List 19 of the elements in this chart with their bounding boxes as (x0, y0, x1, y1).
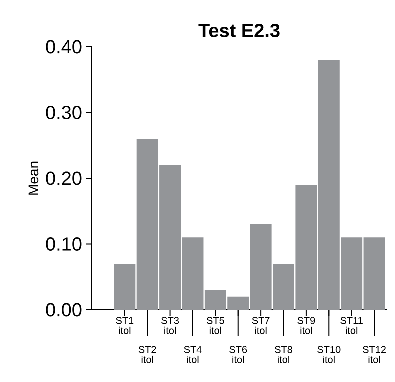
y-tick-label: 0.40 (46, 40, 82, 54)
y-tick-label: 0.10 (46, 238, 82, 251)
x-tick-label: ST6 itol (230, 346, 248, 364)
x-tick-label: ST10 itol (318, 346, 341, 364)
x-tick-label: ST12 itol (363, 346, 386, 364)
x-tick-label: ST9 itol (298, 317, 316, 334)
x-tick-label: ST3 itol (162, 317, 180, 334)
y-tick-label: 0.00 (46, 303, 82, 317)
y-tick-label: 0.20 (46, 172, 82, 186)
x-tick-label: ST1 itol (116, 317, 134, 334)
y-tick-label: 0.30 (46, 106, 82, 120)
x-tick-label: ST4 itol (184, 346, 202, 364)
x-tick-label: ST7 itol (252, 317, 270, 334)
chart-title: Test E2.3 (198, 24, 280, 38)
y-axis-title: Mean (28, 162, 39, 195)
x-tick-label: ST5 itol (206, 317, 224, 334)
x-tick-label: ST8 itol (275, 346, 292, 364)
x-tick-label: ST11 itol (340, 317, 363, 334)
x-tick-label: ST2 itol (138, 346, 156, 364)
